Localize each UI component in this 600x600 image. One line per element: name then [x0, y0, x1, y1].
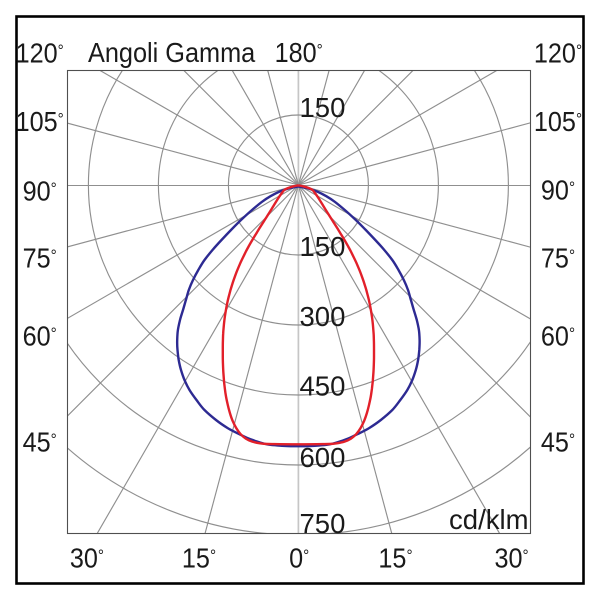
svg-text:cd/klm: cd/klm [449, 504, 528, 535]
svg-text:105°: 105° [16, 106, 64, 138]
svg-text:600: 600 [300, 442, 346, 473]
svg-text:150: 150 [300, 231, 346, 262]
svg-text:105°: 105° [534, 106, 582, 138]
svg-text:Angoli Gamma: Angoli Gamma [88, 37, 256, 68]
svg-text:300: 300 [300, 301, 346, 332]
svg-text:450: 450 [300, 371, 346, 402]
svg-text:180°: 180° [275, 37, 323, 69]
svg-text:150: 150 [300, 92, 346, 123]
svg-text:30°: 30° [495, 542, 529, 574]
svg-text:120°: 120° [16, 37, 64, 69]
svg-text:750: 750 [300, 508, 346, 539]
svg-text:120°: 120° [534, 37, 582, 69]
